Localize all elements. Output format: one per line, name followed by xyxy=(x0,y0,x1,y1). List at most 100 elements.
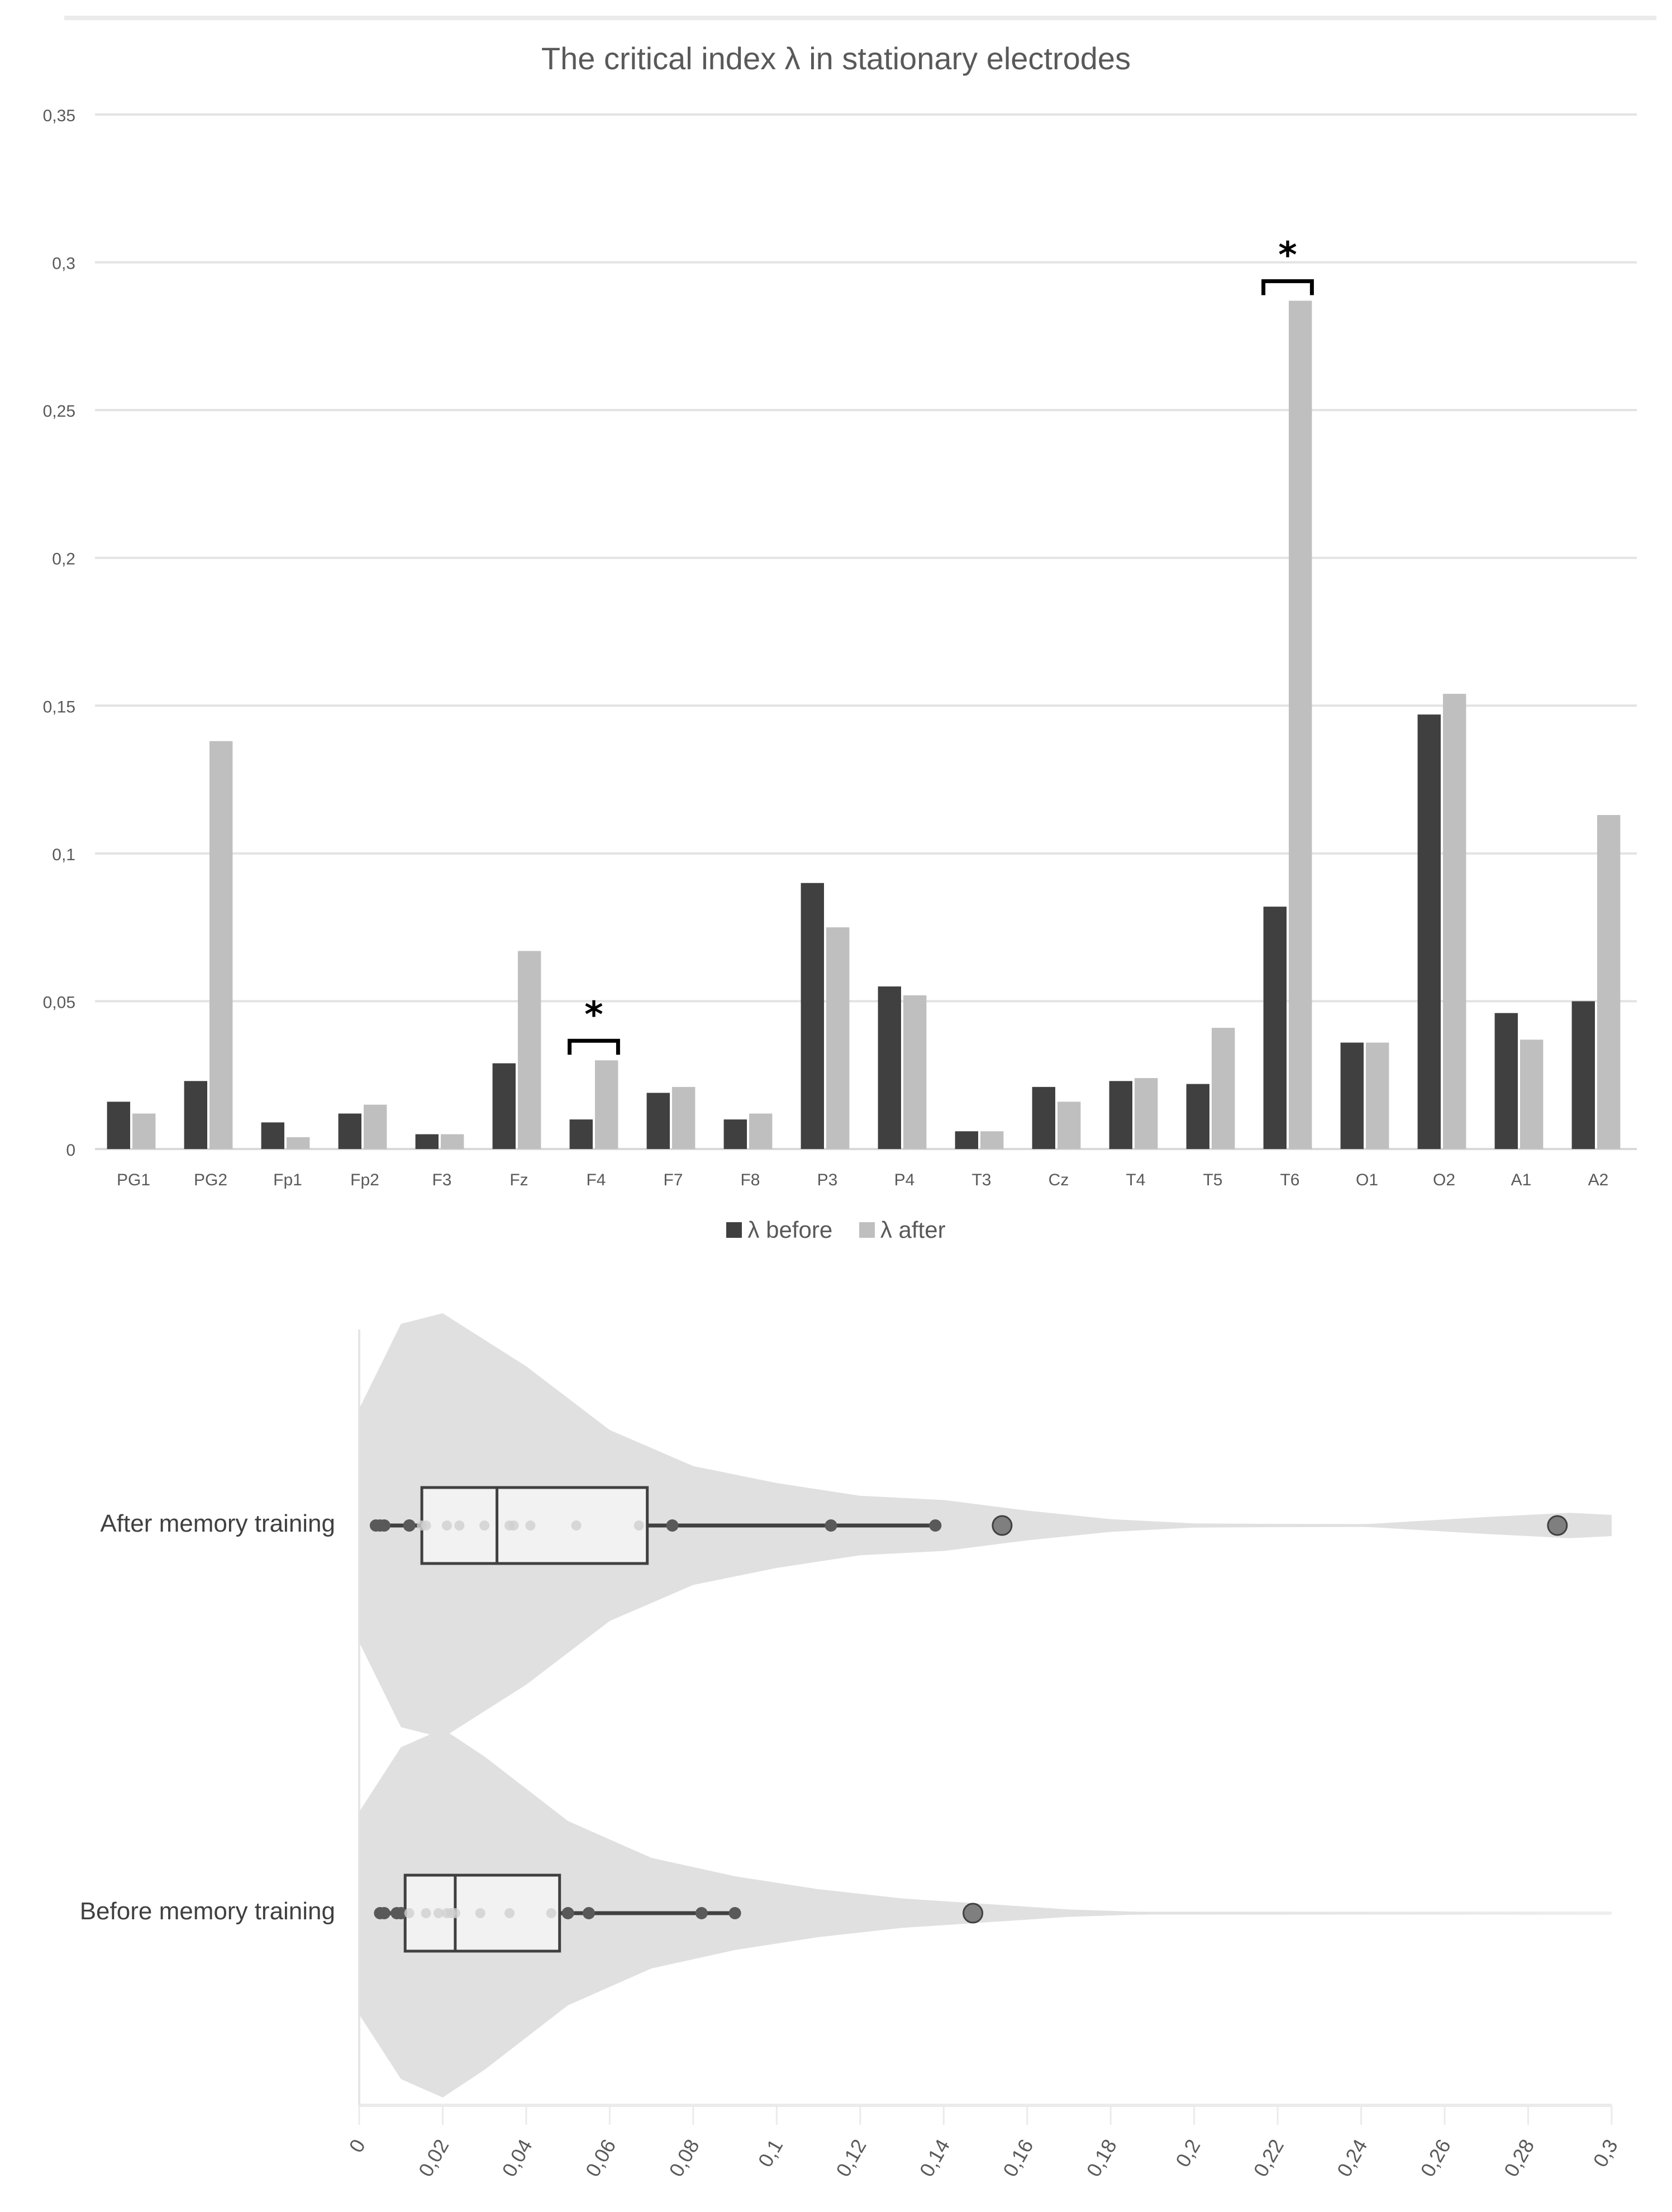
x-tick-label: 0,26 xyxy=(1416,2135,1455,2181)
y-tick-label: 0,05 xyxy=(43,993,75,1012)
bar-after xyxy=(441,1134,464,1149)
bar-after xyxy=(518,951,541,1149)
x-category-label: T5 xyxy=(1203,1171,1222,1189)
bar-after xyxy=(826,927,850,1149)
bar-group-fp1 xyxy=(261,1122,310,1149)
bar-after xyxy=(1135,1078,1158,1149)
x-category-label: A2 xyxy=(1588,1171,1609,1189)
data-point xyxy=(508,1520,519,1531)
bar-group-f7 xyxy=(646,1086,696,1149)
x-category-label: Fp1 xyxy=(273,1171,302,1189)
bar-group-a2 xyxy=(1571,815,1621,1149)
bar-chart: 0 0,05 0,1 0,15 0,2 0,25 0,3 0,35 PG1 PG2 Fp1 Fp2 F3… xyxy=(43,107,1637,1189)
data-point xyxy=(561,1907,574,1919)
bar-after xyxy=(1366,1042,1389,1149)
x-category-label: Fp2 xyxy=(350,1171,379,1189)
bar-group-p3 xyxy=(801,883,850,1149)
x-tick-label: 0,14 xyxy=(915,2135,955,2181)
data-point xyxy=(963,1903,984,1924)
y-tick-label: 0 xyxy=(66,1141,75,1160)
bar-before xyxy=(1032,1086,1055,1149)
x-category-label: Fz xyxy=(509,1171,528,1189)
x-category-label: A1 xyxy=(1511,1171,1532,1189)
x-tick-label: 0,08 xyxy=(664,2135,704,2181)
violin-before xyxy=(359,1729,1612,2097)
x-tick-label: 0,12 xyxy=(831,2135,871,2181)
bar-after xyxy=(595,1060,618,1149)
x-tick-label: 0,24 xyxy=(1332,2135,1372,2181)
bar-before xyxy=(723,1119,747,1149)
x-tick-label: 0 xyxy=(344,2135,370,2157)
bar-group-f3 xyxy=(415,1134,464,1149)
bar-after xyxy=(903,995,927,1149)
legend-swatch-after xyxy=(859,1222,875,1238)
bar-group-t5 xyxy=(1186,1028,1235,1149)
bar-group-o1 xyxy=(1340,1042,1389,1149)
bar-before xyxy=(1109,1081,1132,1149)
bar-group-o2 xyxy=(1417,694,1466,1149)
data-point xyxy=(1547,1515,1568,1536)
bar-group-pg1 xyxy=(107,1102,156,1149)
x-tick-label: 0,28 xyxy=(1499,2135,1539,2181)
data-point xyxy=(454,1520,465,1531)
bar-group-pg2 xyxy=(184,741,233,1149)
data-point xyxy=(450,1908,460,1918)
data-point xyxy=(583,1907,596,1919)
x-category-label: P3 xyxy=(817,1171,838,1189)
x-category-label: O2 xyxy=(1433,1171,1455,1189)
bar-before xyxy=(1340,1042,1364,1149)
bar-before xyxy=(492,1063,516,1149)
bar-after xyxy=(1289,301,1312,1149)
bar-group-a1 xyxy=(1494,1013,1544,1149)
y-tick-label: 0,2 xyxy=(52,550,75,569)
data-point xyxy=(666,1519,679,1532)
bar-after xyxy=(1057,1102,1081,1149)
legend-label-before: λ before xyxy=(747,1217,833,1243)
bar-before xyxy=(1571,1001,1595,1149)
bracket-line xyxy=(1261,279,1314,295)
data-point xyxy=(633,1520,644,1531)
bar-before xyxy=(1263,907,1287,1149)
x-tick-label: 0,16 xyxy=(998,2135,1038,2181)
violin-shape xyxy=(359,1729,1612,2097)
bar-before xyxy=(569,1119,593,1149)
x-category-label: P4 xyxy=(894,1171,915,1189)
bar-before xyxy=(1186,1084,1209,1149)
asterisk-icon: * xyxy=(584,994,603,1036)
data-point xyxy=(378,1519,390,1532)
violin-shape xyxy=(359,1313,1612,1738)
bar-group-f8 xyxy=(723,1113,773,1149)
bar-before xyxy=(184,1081,207,1149)
legend-swatch-before xyxy=(726,1222,742,1238)
bar-before xyxy=(955,1131,978,1149)
bar-group-cz xyxy=(1032,1086,1081,1149)
bar-after xyxy=(287,1137,310,1149)
y-tick-label: 0,3 xyxy=(52,255,75,273)
bar-after xyxy=(1597,815,1621,1149)
data-point xyxy=(404,1908,415,1918)
x-category-label: PG1 xyxy=(117,1171,150,1189)
x-tick-label: 0,18 xyxy=(1082,2135,1122,2181)
y-tick-label: 0,1 xyxy=(52,846,75,864)
x-category-label: F7 xyxy=(663,1171,683,1189)
legend-item-after: λ after xyxy=(859,1217,946,1243)
x-category-label: T6 xyxy=(1280,1171,1299,1189)
significance-bracket: * xyxy=(1261,235,1314,295)
data-point xyxy=(929,1519,942,1532)
data-point xyxy=(825,1519,837,1532)
x-category-label: O1 xyxy=(1356,1171,1378,1189)
data-point xyxy=(546,1908,556,1918)
bar-after xyxy=(364,1104,387,1149)
bar-group-p4 xyxy=(878,986,927,1149)
x-tick-label: 0,3 xyxy=(1588,2135,1622,2171)
bar-before xyxy=(107,1102,130,1149)
bar-group-t4 xyxy=(1109,1078,1158,1149)
bar-after xyxy=(1520,1040,1544,1149)
bar-before xyxy=(1417,714,1441,1149)
y-tick-label: 0,35 xyxy=(43,107,75,125)
data-point xyxy=(571,1520,582,1531)
data-point xyxy=(728,1907,741,1919)
top-divider xyxy=(64,16,1656,20)
chart-legend: λ before λ after xyxy=(0,1217,1672,1243)
